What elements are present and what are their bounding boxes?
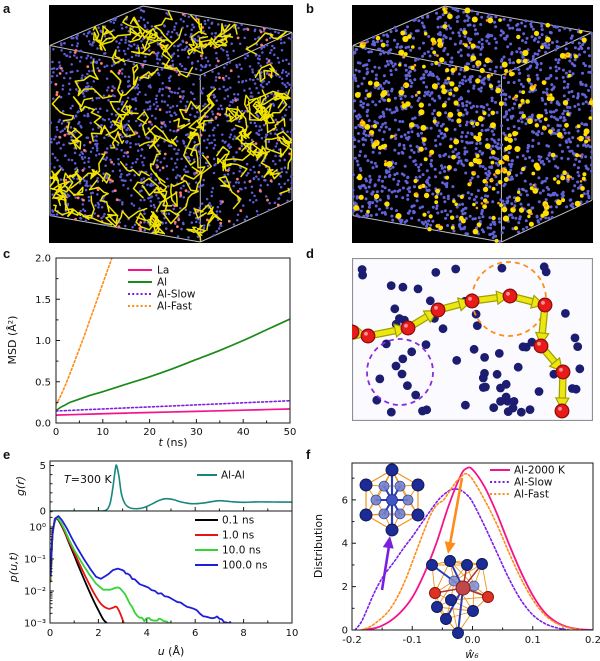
svg-text:Distribution: Distribution xyxy=(312,514,325,578)
hopping-schematic xyxy=(352,258,593,421)
svg-text:10.0 ns: 10.0 ns xyxy=(222,545,261,557)
simulation-box-snapshot-b xyxy=(352,5,593,243)
svg-text:Al-Slow: Al-Slow xyxy=(157,289,196,301)
w6-distribution-chart: -0.2 -0.1 0.0 0.1 0.2 0 2 4 6 Al-2000 KAl-SlowAl-… xyxy=(312,462,600,661)
svg-text:p(u,t): p(u,t) xyxy=(7,552,20,583)
svg-text:0: 0 xyxy=(40,507,46,518)
panel-label-d: d xyxy=(306,246,314,261)
gr-and-put-charts: 0 5 Al-Al g(r) T=300 K 0 2 4 6 8 10 10⁰ 10⁻¹ 10⁻² 10⁻³… xyxy=(7,460,299,658)
panel-label-f: f xyxy=(306,447,311,462)
panel-label-e: e xyxy=(3,447,11,462)
svg-text:10⁻¹: 10⁻¹ xyxy=(24,554,46,565)
svg-text:MSD (Å²): MSD (Å²) xyxy=(6,316,19,365)
svg-text:0: 0 xyxy=(342,626,348,637)
svg-text:0.0: 0.0 xyxy=(35,419,51,430)
svg-text:t (ns): t (ns) xyxy=(158,436,187,448)
panel-label-b: b xyxy=(306,1,314,16)
svg-text:50: 50 xyxy=(284,427,297,438)
svg-text:0.5: 0.5 xyxy=(35,377,51,388)
svg-text:Al-Fast: Al-Fast xyxy=(514,489,549,501)
svg-text:2: 2 xyxy=(95,628,101,639)
slow-region-circle xyxy=(366,338,434,406)
panel-label-a: a xyxy=(3,1,11,16)
svg-text:g(r): g(r) xyxy=(14,476,27,496)
svg-text:Al-Al: Al-Al xyxy=(221,470,245,482)
svg-text:0.0: 0.0 xyxy=(465,635,481,646)
svg-text:100.0 ns: 100.0 ns xyxy=(222,560,268,572)
svg-text:-0.2: -0.2 xyxy=(342,635,362,646)
svg-text:0.2: 0.2 xyxy=(585,635,600,646)
svg-text:Al-2000 K: Al-2000 K xyxy=(514,465,566,477)
svg-text:Al-Slow: Al-Slow xyxy=(514,477,553,489)
svg-text:1.5: 1.5 xyxy=(35,295,51,306)
svg-text:0.1 ns: 0.1 ns xyxy=(222,515,254,527)
svg-text:Al-Fast: Al-Fast xyxy=(157,301,192,313)
panel-label-c: c xyxy=(3,246,11,261)
svg-text:Al: Al xyxy=(157,277,167,289)
svg-text:4: 4 xyxy=(144,628,150,639)
svg-text:20: 20 xyxy=(143,427,156,438)
svg-text:u (Å): u (Å) xyxy=(158,645,185,658)
svg-text:2.0: 2.0 xyxy=(35,254,51,265)
svg-text:6: 6 xyxy=(192,628,198,639)
svg-text:0: 0 xyxy=(53,427,59,438)
svg-text:30: 30 xyxy=(190,427,203,438)
svg-text:1.0: 1.0 xyxy=(35,336,51,347)
svg-text:-0.1: -0.1 xyxy=(402,635,422,646)
svg-text:10⁻³: 10⁻³ xyxy=(24,618,46,629)
svg-text:6: 6 xyxy=(342,495,348,506)
msd-chart: 0 10 20 30 40 50 0.0 0.5 1.0 1.5 2.0 LaAlAl-SlowAl-… xyxy=(6,254,297,449)
svg-text:0: 0 xyxy=(47,628,53,639)
svg-text:10: 10 xyxy=(96,427,109,438)
svg-text:40: 40 xyxy=(237,427,250,438)
svg-text:La: La xyxy=(157,265,169,277)
svg-text:2: 2 xyxy=(342,582,348,593)
svg-text:10⁰: 10⁰ xyxy=(29,522,46,533)
svg-text:1.0 ns: 1.0 ns xyxy=(222,530,254,542)
svg-text:8: 8 xyxy=(240,628,246,639)
svg-text:ŵ₆: ŵ₆ xyxy=(465,648,479,661)
svg-text:5: 5 xyxy=(40,461,46,472)
svg-text:10: 10 xyxy=(286,628,299,639)
svg-text:4: 4 xyxy=(342,539,348,550)
svg-text:0.1: 0.1 xyxy=(525,635,541,646)
svg-text:10⁻²: 10⁻² xyxy=(24,586,46,597)
svg-text:T=300 K: T=300 K xyxy=(64,473,112,486)
simulation-box-snapshot-a xyxy=(49,5,293,243)
